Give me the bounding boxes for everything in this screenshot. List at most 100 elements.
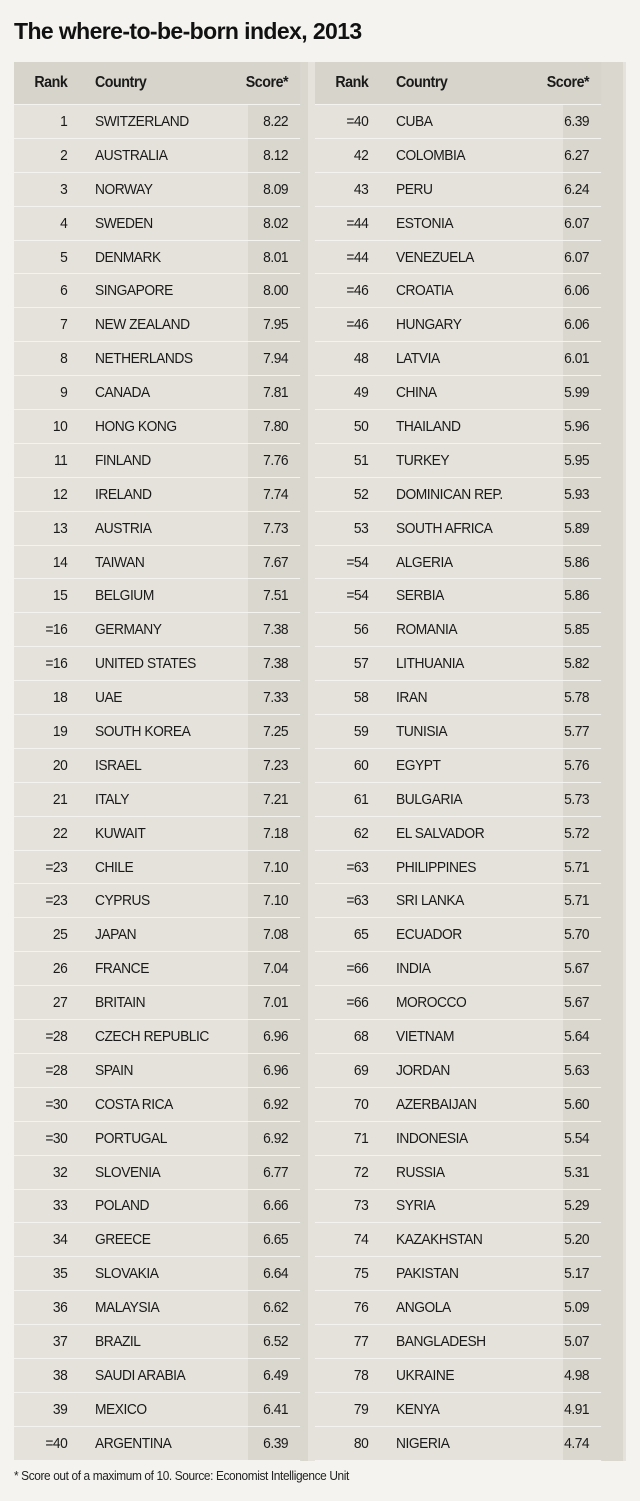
rank-cell: 34 [52, 1231, 68, 1249]
country-cell: SOUTH KOREA [94, 722, 191, 740]
score-cell: 7.23 [263, 756, 289, 774]
score-cell: 5.07 [564, 1333, 590, 1350]
rank-cell: =28 [45, 1061, 68, 1079]
score-cell: 6.92 [263, 1129, 289, 1147]
country-cell: CUBA [395, 112, 433, 130]
country-cell: IRAN [395, 689, 428, 707]
rank-cell: 20 [52, 756, 68, 774]
rank-cell: 80 [353, 1434, 369, 1452]
score-cell: 5.71 [564, 892, 590, 910]
country-cell: EL SALVADOR [395, 824, 485, 842]
rank-cell: 51 [353, 451, 369, 469]
rank-cell: =16 [45, 655, 68, 673]
rank-cell: =44 [346, 248, 369, 266]
score-cell: 5.31 [564, 1163, 590, 1181]
country-cell: ISRAEL [94, 756, 142, 774]
country-cell: LITHUANIA [395, 655, 464, 673]
country-cell: BANGLADESH [395, 1333, 486, 1350]
rank-cell: 65 [353, 926, 369, 944]
table-row: 36 MALAYSIA 6.62 [14, 1291, 301, 1326]
score-cell: 6.92 [263, 1095, 289, 1113]
table-row: 79 KENYA 4.91 [315, 1393, 602, 1427]
rank-cell: 2 [60, 146, 68, 164]
country-cell: INDONESIA [395, 1129, 468, 1147]
score-cell: 6.77 [263, 1163, 289, 1181]
score-cell: 8.12 [263, 146, 289, 164]
table-row: 10 HONG KONG 7.80 [14, 410, 301, 444]
country-cell: TUNISIA [395, 722, 448, 740]
rank-cell: 75 [353, 1265, 369, 1283]
score-cell: 5.86 [564, 553, 590, 571]
rank-cell: 12 [52, 485, 68, 503]
table-row: 50 THAILAND 5.96 [315, 410, 602, 444]
rank-cell: 49 [353, 384, 369, 402]
country-cell: ITALY [94, 790, 129, 808]
score-cell: 5.99 [564, 384, 590, 402]
rank-cell: 53 [353, 519, 369, 537]
country-cell: LATVIA [395, 350, 440, 368]
score-cell: 6.01 [564, 350, 590, 368]
table-row: 37 BRAZIL 6.52 [14, 1325, 301, 1359]
country-cell: MOROCCO [395, 994, 467, 1012]
score-cell: 7.80 [263, 417, 289, 435]
rank-cell: 38 [52, 1366, 68, 1384]
table-row: 20 ISRAEL 7.23 [14, 749, 301, 783]
rank-cell: 14 [52, 553, 68, 571]
score-cell: 4.74 [564, 1434, 590, 1452]
score-cell: 5.54 [564, 1129, 590, 1147]
table-row: 34 GREECE 6.65 [14, 1223, 301, 1258]
rank-cell: =46 [346, 316, 369, 334]
score-cell: 5.09 [564, 1299, 590, 1317]
rank-cell: 3 [60, 180, 68, 198]
country-cell: GERMANY [94, 621, 162, 639]
score-cell: 5.86 [564, 587, 590, 605]
country-cell: ALGERIA [395, 553, 453, 571]
table-row: 80 NIGERIA 4.74 [315, 1427, 602, 1461]
rank-cell: 18 [52, 689, 68, 707]
table-row: 76 ANGOLA 5.09 [315, 1291, 602, 1326]
table-row: =16 UNITED STATES 7.38 [14, 647, 301, 682]
country-cell: UAE [94, 689, 122, 707]
table-row: =54 ALGERIA 5.86 [315, 546, 602, 580]
table-row: =54 SERBIA 5.86 [315, 579, 602, 614]
rank-cell: =40 [346, 112, 369, 130]
table-row: 9 CANADA 7.81 [14, 376, 301, 411]
rank-cell: 77 [353, 1333, 369, 1350]
country-cell: COSTA RICA [94, 1095, 173, 1113]
rank-cell: 5 [60, 248, 68, 266]
rank-cell: =66 [346, 994, 369, 1012]
table-right-column: Rank Country Score* =40 CUBA 6.39 42 COLOMBI… [315, 62, 626, 1461]
country-cell: THAILAND [395, 417, 461, 435]
country-cell: GREECE [94, 1231, 151, 1249]
table-row: 57 LITHUANIA 5.82 [315, 647, 602, 682]
country-cell: AUSTRALIA [94, 146, 168, 164]
table-row: =23 CYPRUS 7.10 [14, 884, 301, 919]
table-row: 39 MEXICO 6.41 [14, 1393, 301, 1427]
table-row: =40 ARGENTINA 6.39 [14, 1427, 301, 1461]
score-cell: 5.70 [564, 926, 590, 944]
table-row: 18 UAE 7.33 [14, 681, 301, 716]
score-cell: 7.38 [263, 621, 289, 639]
country-cell: BELGIUM [94, 587, 154, 605]
table-row: 12 IRELAND 7.74 [14, 478, 301, 512]
country-cell: MEXICO [94, 1400, 147, 1418]
rank-cell: =16 [45, 621, 68, 639]
rank-cell: 4 [60, 214, 68, 232]
score-cell: 4.98 [564, 1366, 590, 1384]
table-row: =46 CROATIA 6.06 [315, 274, 602, 309]
rank-cell: 6 [60, 282, 68, 300]
country-cell: TURKEY [395, 451, 450, 469]
table-row: 53 SOUTH AFRICA 5.89 [315, 512, 602, 546]
rank-cell: 8 [60, 350, 68, 368]
table-row: 69 JORDAN 5.63 [315, 1054, 602, 1088]
table-row: 35 SLOVAKIA 6.64 [14, 1257, 301, 1292]
page-title: The where-to-be-born index, 2013 [14, 18, 362, 44]
country-cell: CANADA [94, 384, 150, 402]
rank-cell: =54 [346, 553, 369, 571]
rank-cell: 68 [353, 1027, 369, 1045]
score-cell: 8.22 [263, 112, 289, 130]
rank-cell: 50 [353, 417, 369, 435]
table-row: 6 SINGAPORE 8.00 [14, 274, 301, 309]
rank-cell: 58 [353, 689, 369, 707]
score-cell: 6.06 [564, 316, 590, 334]
